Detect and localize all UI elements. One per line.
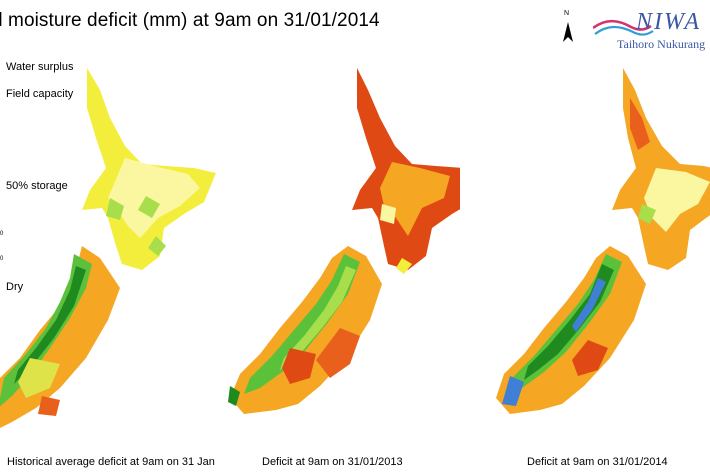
map-deficit-2014 (496, 68, 710, 414)
map-historical-average (0, 68, 216, 428)
caption-deficit-2013: Deficit at 9am on 31/01/2013 (262, 456, 403, 468)
north-arrow-icon (563, 22, 573, 42)
legend-tick: 0 (0, 231, 4, 237)
north-arrow: N (561, 10, 575, 46)
caption-historical-average: Historical average deficit at 9am on 31 … (7, 456, 215, 468)
legend-label-50-storage: 50% storage (6, 180, 68, 192)
legend-tick: 0 (0, 256, 4, 262)
caption-deficit-2014: Deficit at 9am on 31/01/2014 (527, 456, 668, 468)
map-title: il moisture deficit (mm) at 9am on 31/01… (0, 10, 380, 31)
legend-label-dry: Dry (6, 281, 24, 293)
logo-tagline: Taihoro Nukurang (617, 37, 706, 51)
north-label: N (564, 10, 570, 17)
logo-wave-icon (593, 19, 654, 36)
legend-label-field-capacity: Field capacity (6, 88, 74, 100)
legend-label-water-surplus: Water surplus (6, 61, 74, 73)
logo-brand: NIWA (636, 9, 701, 35)
map-deficit-2013 (228, 68, 460, 414)
niwa-logo: NIWA Taihoro Nukurang (593, 9, 710, 54)
